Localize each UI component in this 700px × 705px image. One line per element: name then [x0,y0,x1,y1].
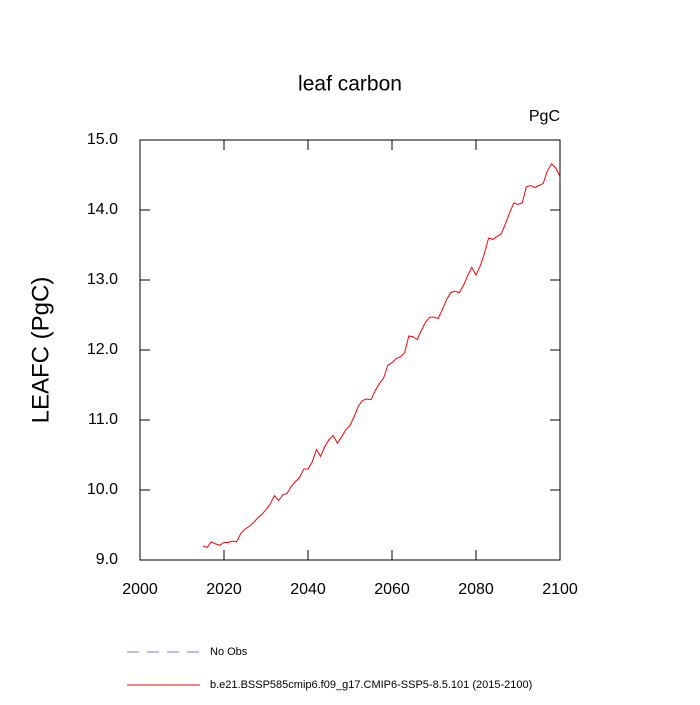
x-tick-label: 2040 [290,581,326,598]
x-tick-label: 2060 [374,581,410,598]
y-tick-label: 14.0 [87,201,118,218]
y-axis-label: LEAFC (PgC) [27,277,54,424]
x-tick-label: 2000 [122,581,158,598]
y-tick-label: 12.0 [87,341,118,358]
plot-frame [139,139,561,561]
y-tick-label: 9.0 [96,551,118,568]
chart-title: leaf carbon [298,73,402,96]
x-tick-label: 2080 [458,581,494,598]
series-line [202,162,561,548]
y-tick-label: 13.0 [87,271,118,288]
units-label: PgC [529,108,560,125]
y-tick-label: 11.0 [88,411,118,428]
y-tick-label: 15.0 [87,131,118,148]
y-tick-label: 10.0 [87,481,118,498]
legend-label: No Obs [210,646,248,658]
x-tick-label: 2100 [542,581,578,598]
legend-label: b.e21.BSSP585cmip6.f09_g17.CMIP6-SSP5-8.… [210,679,532,691]
x-tick-label: 2020 [206,581,242,598]
